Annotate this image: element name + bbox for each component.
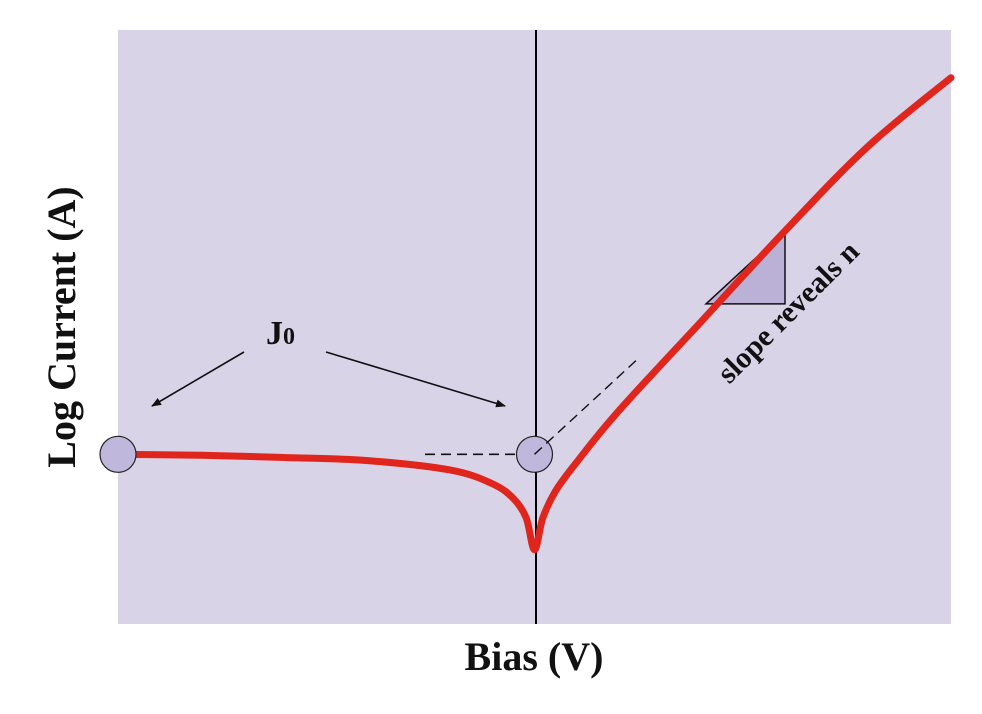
- x-axis-title: Bias (V): [465, 634, 604, 679]
- j0-label-subscript: 0: [283, 324, 295, 350]
- j0-arrow-right: [325, 351, 506, 408]
- j0-label: J0: [266, 315, 295, 352]
- plot-area: [118, 30, 951, 624]
- y-axis-title: Log Current (A): [39, 186, 84, 467]
- j0-marker-left: [99, 435, 137, 473]
- series-line-current: [114, 74, 955, 554]
- j0-arrow-left: [151, 351, 245, 407]
- extrapolation-dashed-line-overlay: [534, 356, 641, 455]
- j0-label-main: J: [266, 315, 283, 352]
